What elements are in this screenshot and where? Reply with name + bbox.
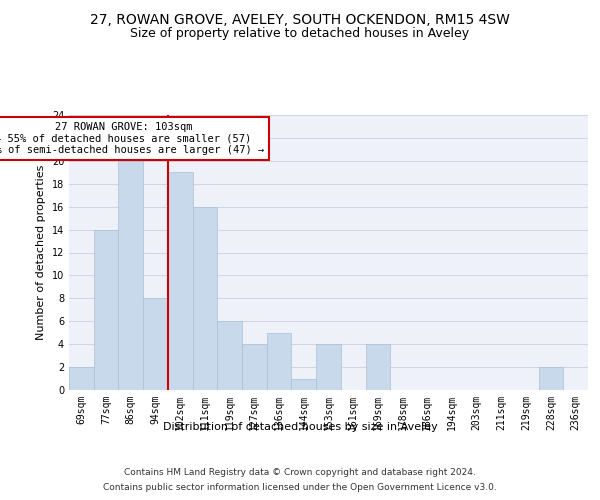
- Bar: [539, 367, 563, 390]
- Bar: [193, 206, 217, 390]
- Bar: [316, 344, 341, 390]
- Bar: [267, 332, 292, 390]
- Bar: [118, 161, 143, 390]
- Bar: [143, 298, 168, 390]
- Text: 27, ROWAN GROVE, AVELEY, SOUTH OCKENDON, RM15 4SW: 27, ROWAN GROVE, AVELEY, SOUTH OCKENDON,…: [90, 12, 510, 26]
- Text: Distribution of detached houses by size in Aveley: Distribution of detached houses by size …: [163, 422, 437, 432]
- Bar: [292, 378, 316, 390]
- Bar: [365, 344, 390, 390]
- Bar: [69, 367, 94, 390]
- Y-axis label: Number of detached properties: Number of detached properties: [36, 165, 46, 340]
- Bar: [242, 344, 267, 390]
- Bar: [168, 172, 193, 390]
- Text: 27 ROWAN GROVE: 103sqm
← 55% of detached houses are smaller (57)
45% of semi-det: 27 ROWAN GROVE: 103sqm ← 55% of detached…: [0, 122, 264, 155]
- Text: Contains HM Land Registry data © Crown copyright and database right 2024.: Contains HM Land Registry data © Crown c…: [124, 468, 476, 477]
- Bar: [94, 230, 118, 390]
- Text: Size of property relative to detached houses in Aveley: Size of property relative to detached ho…: [130, 28, 470, 40]
- Bar: [217, 322, 242, 390]
- Text: Contains public sector information licensed under the Open Government Licence v3: Contains public sector information licen…: [103, 483, 497, 492]
